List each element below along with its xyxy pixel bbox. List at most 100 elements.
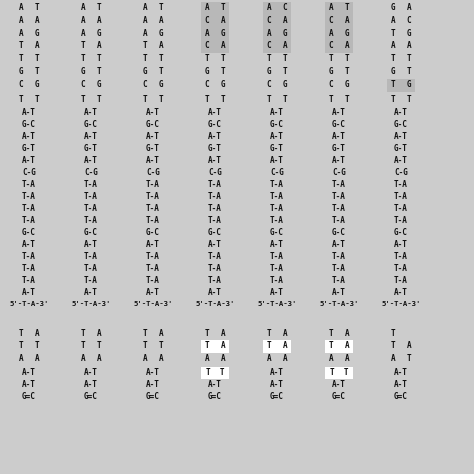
Text: A: A [283, 354, 287, 363]
Text: T: T [97, 341, 101, 350]
Bar [263, 27, 291, 40]
Text: A-T: A-T [22, 132, 36, 141]
Text: T-A: T-A [270, 275, 284, 284]
Bar [201, 27, 229, 40]
Text: A-T: A-T [84, 108, 98, 117]
Text: A-T: A-T [270, 288, 284, 297]
Text: T-A: T-A [394, 275, 408, 284]
Text: A: A [143, 3, 147, 12]
Text: A-T: A-T [84, 368, 98, 377]
Text: T: T [159, 54, 164, 63]
Text: T: T [35, 341, 39, 350]
Text: A: A [159, 41, 164, 50]
Text: G: G [391, 3, 395, 12]
Text: T-A: T-A [332, 216, 346, 225]
Text: A-T: A-T [332, 239, 346, 248]
Text: T: T [143, 341, 147, 350]
Text: T-A: T-A [84, 264, 98, 273]
Text: 5'-T-A-3': 5'-T-A-3' [257, 301, 297, 307]
Text: G-C: G-C [394, 119, 408, 128]
Bar [201, 40, 229, 53]
Text: A-T: A-T [146, 288, 160, 297]
Text: C: C [328, 16, 333, 25]
Text: A: A [407, 41, 411, 50]
Text: 5'-T-A-3': 5'-T-A-3' [381, 301, 421, 307]
Text: A: A [283, 341, 287, 350]
Bar [263, 2, 291, 15]
Text: T-A: T-A [84, 191, 98, 201]
Text: G: G [407, 28, 411, 37]
Text: G-T: G-T [22, 144, 36, 153]
Text: T-A: T-A [394, 191, 408, 201]
Text: T: T [205, 54, 210, 63]
Text: A: A [345, 341, 349, 350]
Text: T: T [221, 67, 225, 76]
Text: A: A [345, 354, 349, 363]
Text: T-A: T-A [394, 216, 408, 225]
Text: G: G [407, 80, 411, 89]
Text: G: G [97, 28, 101, 37]
Text: T: T [221, 95, 225, 104]
Text: T-A: T-A [394, 264, 408, 273]
Text: A-T: A-T [146, 108, 160, 117]
Text: A-T: A-T [270, 380, 284, 389]
Text: G: G [18, 67, 23, 76]
Text: A: A [328, 3, 333, 12]
Text: G: G [345, 80, 349, 89]
Text: A: A [97, 41, 101, 50]
Text: T: T [391, 54, 395, 63]
Text: T: T [407, 67, 411, 76]
Bar [201, 367, 229, 379]
Text: G=C: G=C [270, 392, 284, 401]
Text: A: A [345, 328, 349, 337]
Text: T-A: T-A [332, 191, 346, 201]
Text: T-A: T-A [332, 180, 346, 189]
Text: T: T [81, 41, 85, 50]
Text: A: A [205, 354, 210, 363]
Bar [325, 2, 353, 15]
Text: A: A [391, 41, 395, 50]
Text: G-C: G-C [84, 119, 98, 128]
Text: C: C [205, 80, 210, 89]
Text: T: T [391, 28, 395, 37]
Text: G: G [159, 80, 164, 89]
Text: T: T [345, 3, 349, 12]
Text: T: T [221, 54, 225, 63]
Text: A-T: A-T [394, 132, 408, 141]
Text: C-G: C-G [84, 168, 98, 177]
Text: T-A: T-A [84, 204, 98, 213]
Text: A-T: A-T [208, 155, 222, 164]
Text: T-A: T-A [22, 191, 36, 201]
Text: G=C: G=C [84, 392, 98, 401]
Text: G: G [35, 80, 39, 89]
Text: G-C: G-C [146, 228, 160, 237]
Text: T: T [159, 3, 164, 12]
Text: A: A [35, 328, 39, 337]
Text: C: C [407, 16, 411, 25]
Text: G: G [391, 67, 395, 76]
Text: 5'-T-A-3': 5'-T-A-3' [9, 301, 49, 307]
Text: G: G [221, 28, 225, 37]
Text: T-A: T-A [84, 180, 98, 189]
Text: A-T: A-T [394, 108, 408, 117]
Text: C-G: C-G [332, 168, 346, 177]
Text: T-A: T-A [146, 216, 160, 225]
Text: G-C: G-C [22, 228, 36, 237]
Text: T: T [143, 41, 147, 50]
Text: T: T [205, 95, 210, 104]
Text: A: A [221, 16, 225, 25]
Text: T: T [283, 54, 287, 63]
Text: T: T [81, 54, 85, 63]
Text: C: C [205, 16, 210, 25]
Text: A: A [81, 3, 85, 12]
Text: A: A [283, 16, 287, 25]
Text: T  T: T T [206, 368, 224, 377]
Text: C: C [267, 41, 271, 50]
Text: A: A [283, 328, 287, 337]
Text: A: A [345, 41, 349, 50]
Text: T-A: T-A [270, 216, 284, 225]
Text: T: T [267, 341, 271, 350]
Text: T-A: T-A [146, 252, 160, 261]
Text: G-C: G-C [270, 119, 284, 128]
Text: T: T [328, 341, 333, 350]
